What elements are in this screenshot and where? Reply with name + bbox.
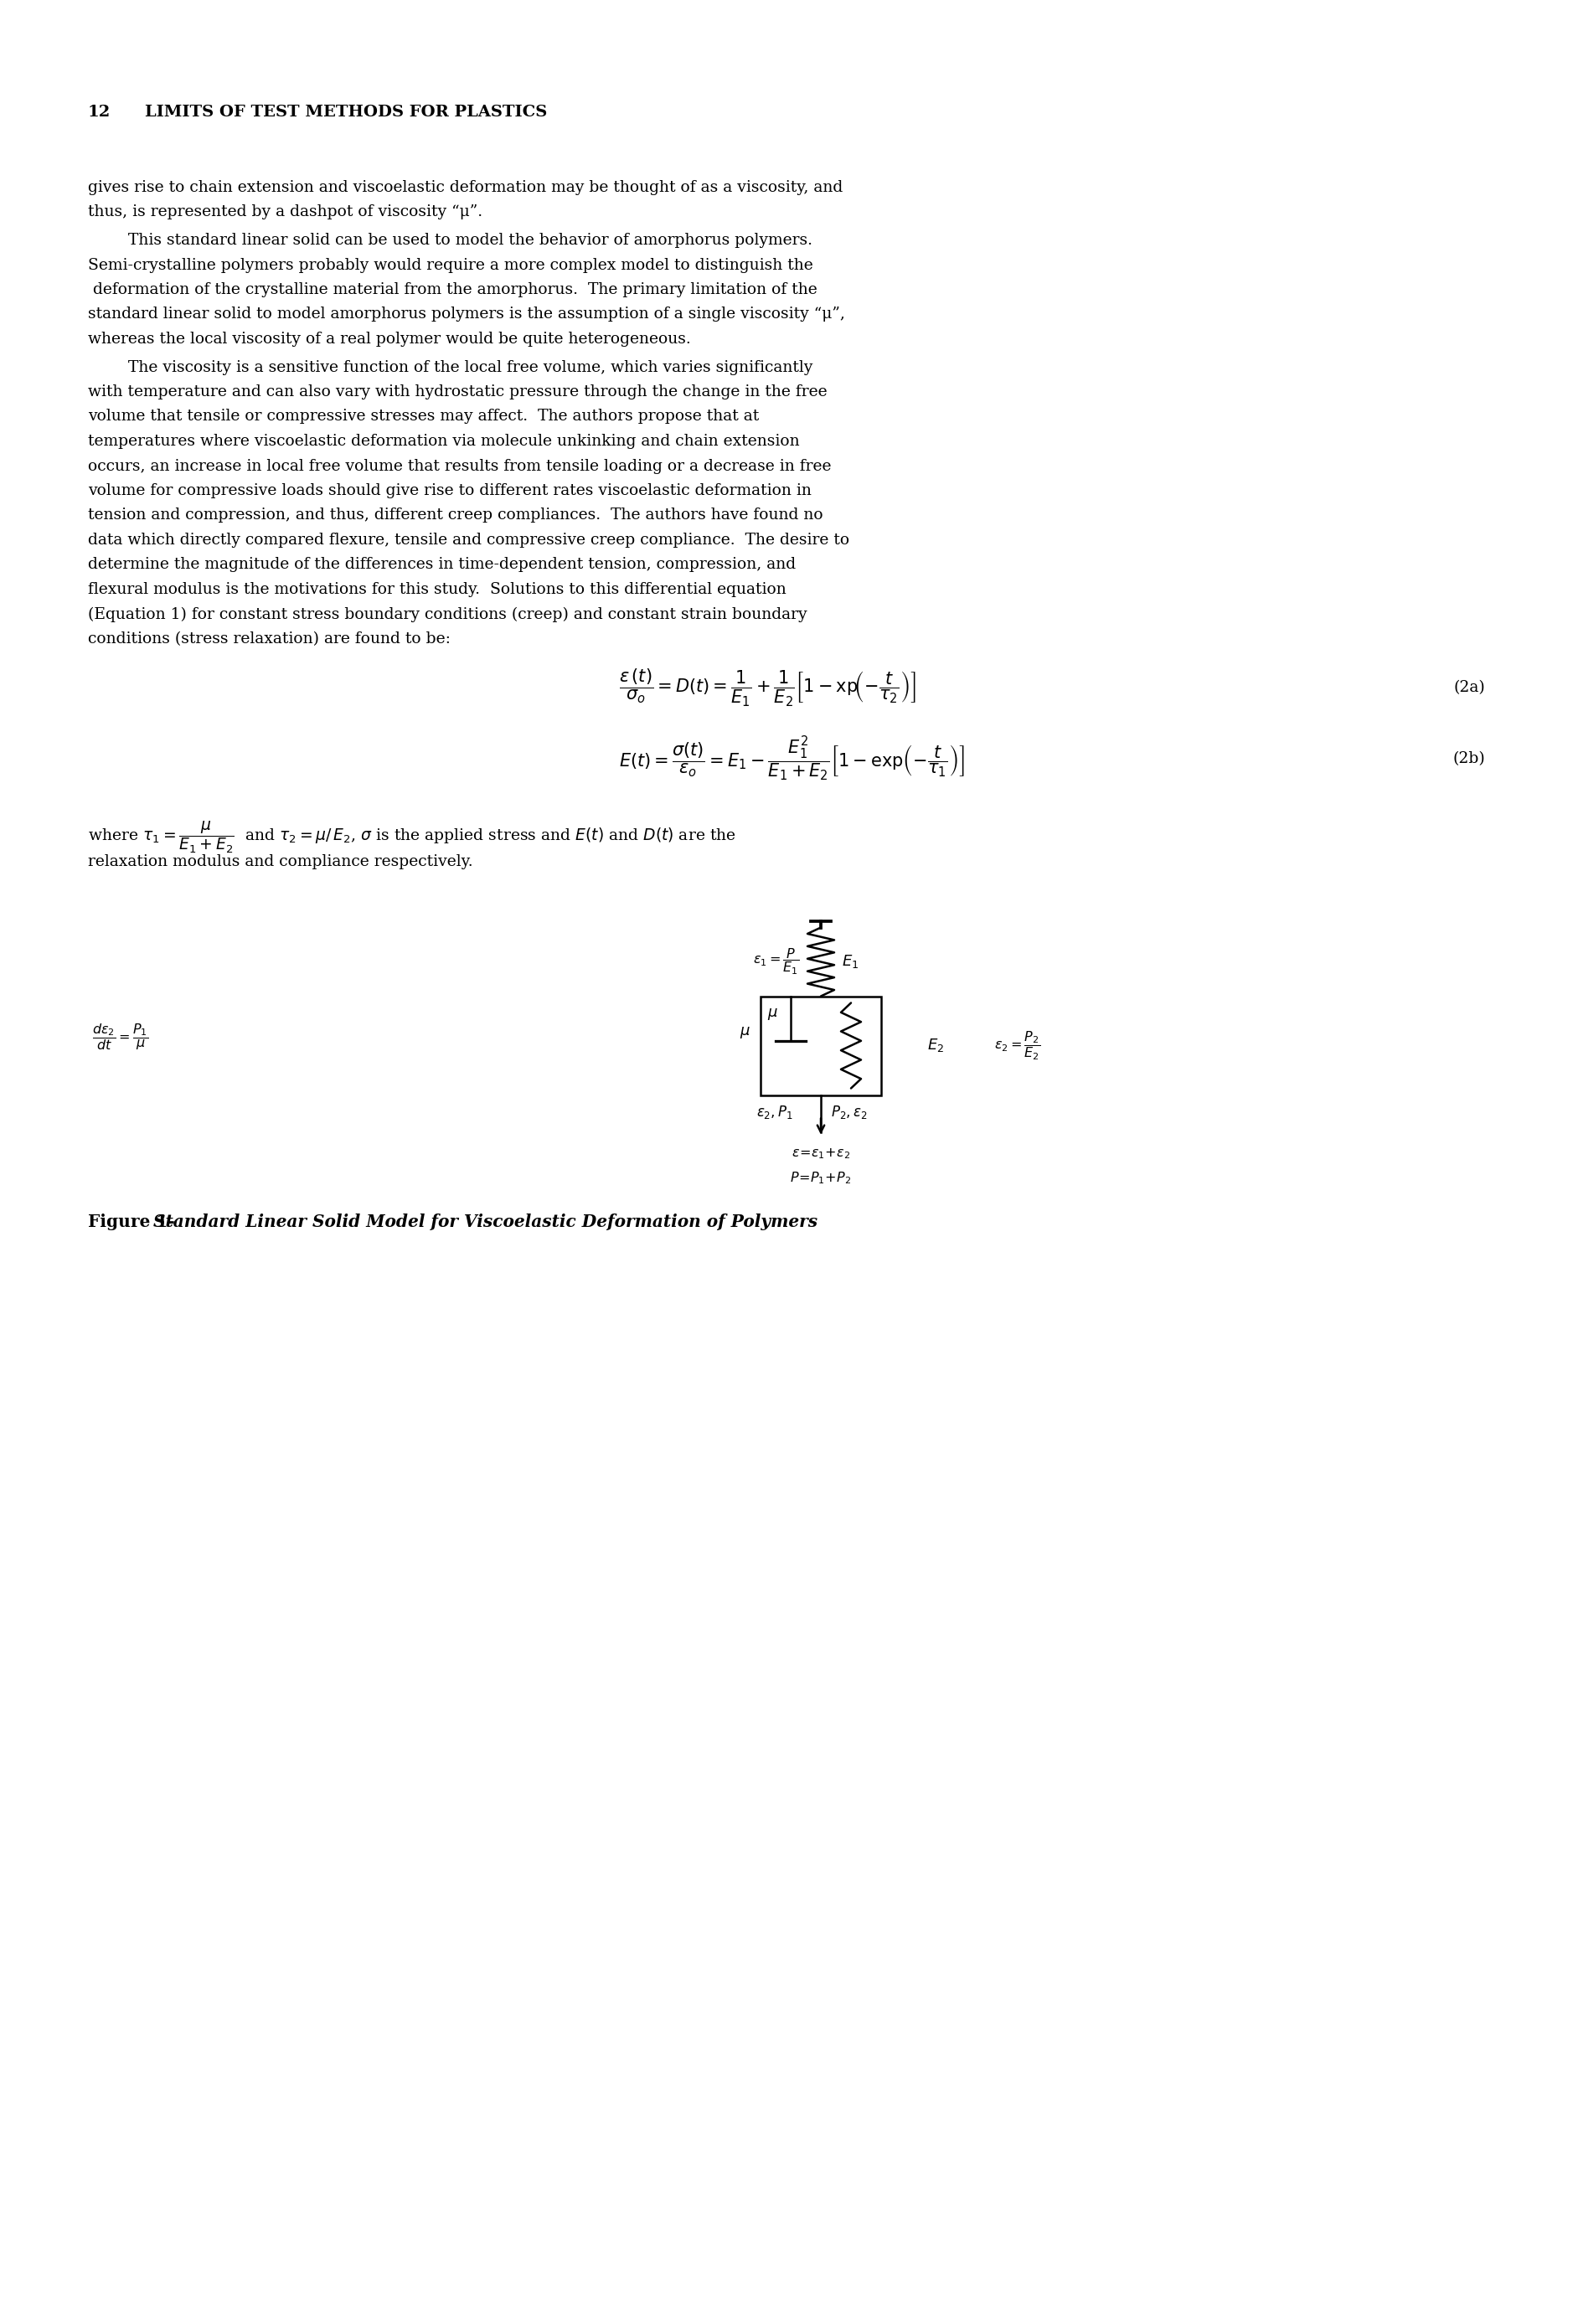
Text: LIMITS OF TEST METHODS FOR PLASTICS: LIMITS OF TEST METHODS FOR PLASTICS — [145, 105, 547, 121]
Text: $\mu$: $\mu$ — [768, 1006, 779, 1023]
Text: temperatures where viscoelastic deformation via molecule unkinking and chain ext: temperatures where viscoelastic deformat… — [88, 435, 799, 449]
Text: Figure 1-: Figure 1- — [88, 1213, 181, 1232]
Text: deformation of the crystalline material from the amorphorus.  The primary limita: deformation of the crystalline material … — [88, 281, 818, 297]
Text: (2a): (2a) — [1453, 681, 1485, 695]
Text: tension and compression, and thus, different creep compliances.  The authors hav: tension and compression, and thus, diffe… — [88, 509, 823, 523]
Text: $\mu$: $\mu$ — [739, 1025, 750, 1041]
Text: volume for compressive loads should give rise to different rates viscoelastic de: volume for compressive loads should give… — [88, 483, 812, 497]
Text: whereas the local viscosity of a real polymer would be quite heterogeneous.: whereas the local viscosity of a real po… — [88, 332, 691, 346]
Text: data which directly compared flexure, tensile and compressive creep compliance. : data which directly compared flexure, te… — [88, 532, 849, 548]
Text: determine the magnitude of the differences in time-dependent tension, compressio: determine the magnitude of the differenc… — [88, 558, 796, 572]
Text: flexural modulus is the motivations for this study.  Solutions to this different: flexural modulus is the motivations for … — [88, 581, 786, 597]
Bar — [760, 997, 881, 1095]
Text: The viscosity is a sensitive function of the local free volume, which varies sig: The viscosity is a sensitive function of… — [88, 360, 813, 374]
Text: $P_2, \varepsilon_2$: $P_2, \varepsilon_2$ — [831, 1104, 867, 1120]
Text: Semi-crystalline polymers probably would require a more complex model to disting: Semi-crystalline polymers probably would… — [88, 258, 813, 272]
Text: (Equation 1) for constant stress boundary conditions (creep) and constant strain: (Equation 1) for constant stress boundar… — [88, 607, 807, 623]
Text: $\dfrac{d\varepsilon_2}{dt} = \dfrac{P_1}{\mu}$: $\dfrac{d\varepsilon_2}{dt} = \dfrac{P_1… — [93, 1023, 148, 1053]
Text: relaxation modulus and compliance respectively.: relaxation modulus and compliance respec… — [88, 855, 473, 869]
Text: This standard linear solid can be used to model the behavior of amorphorus polym: This standard linear solid can be used t… — [88, 232, 813, 249]
Text: $E_1$: $E_1$ — [842, 953, 859, 969]
Text: standard linear solid to model amorphorus polymers is the assumption of a single: standard linear solid to model amorphoru… — [88, 307, 845, 323]
Text: with temperature and can also vary with hydrostatic pressure through the change : with temperature and can also vary with … — [88, 383, 827, 400]
Text: $\varepsilon_1 = \dfrac{P}{E_1}$: $\varepsilon_1 = \dfrac{P}{E_1}$ — [753, 946, 801, 976]
Text: thus, is represented by a dashpot of viscosity “μ”.: thus, is represented by a dashpot of vis… — [88, 205, 483, 221]
Text: conditions (stress relaxation) are found to be:: conditions (stress relaxation) are found… — [88, 632, 450, 646]
Text: $E(t) = \dfrac{\sigma(t)}{\varepsilon_o} = E_1 - \dfrac{E_1^2}{E_1+E_2}\left[1-\: $E(t) = \dfrac{\sigma(t)}{\varepsilon_o}… — [620, 734, 964, 783]
Text: $E_2$: $E_2$ — [926, 1037, 944, 1055]
Text: $\varepsilon_2, P_1$: $\varepsilon_2, P_1$ — [757, 1104, 793, 1120]
Text: occurs, an increase in local free volume that results from tensile loading or a : occurs, an increase in local free volume… — [88, 458, 831, 474]
Text: $\dfrac{\varepsilon\,(t)}{\sigma_{o}} = D(t) = \dfrac{1}{E_1} + \dfrac{1}{E_2}\l: $\dfrac{\varepsilon\,(t)}{\sigma_{o}} = … — [620, 667, 915, 709]
Text: volume that tensile or compressive stresses may affect.  The authors propose tha: volume that tensile or compressive stres… — [88, 409, 760, 425]
Text: gives rise to chain extension and viscoelastic deformation may be thought of as : gives rise to chain extension and viscoe… — [88, 179, 843, 195]
Text: Standard Linear Solid Model for Viscoelastic Deformation of Polymers: Standard Linear Solid Model for Viscoela… — [153, 1213, 818, 1232]
Text: (2b): (2b) — [1452, 751, 1485, 767]
Text: $\varepsilon_2 = \dfrac{P_2}{E_2}$: $\varepsilon_2 = \dfrac{P_2}{E_2}$ — [994, 1030, 1041, 1062]
Text: $\varepsilon\!=\!\varepsilon_1\!+\!\varepsilon_2$: $\varepsilon\!=\!\varepsilon_1\!+\!\vare… — [791, 1148, 851, 1162]
Text: where $\tau_1 = \dfrac{\mu}{E_1+E_2}$  and $\tau_2 = \mu/\,E_2$, $\sigma$ is the: where $\tau_1 = \dfrac{\mu}{E_1+E_2}$ an… — [88, 820, 736, 855]
Text: $P\!=\!P_1\!+\! P_2$: $P\!=\!P_1\!+\! P_2$ — [790, 1171, 851, 1185]
Text: 12: 12 — [88, 105, 110, 121]
